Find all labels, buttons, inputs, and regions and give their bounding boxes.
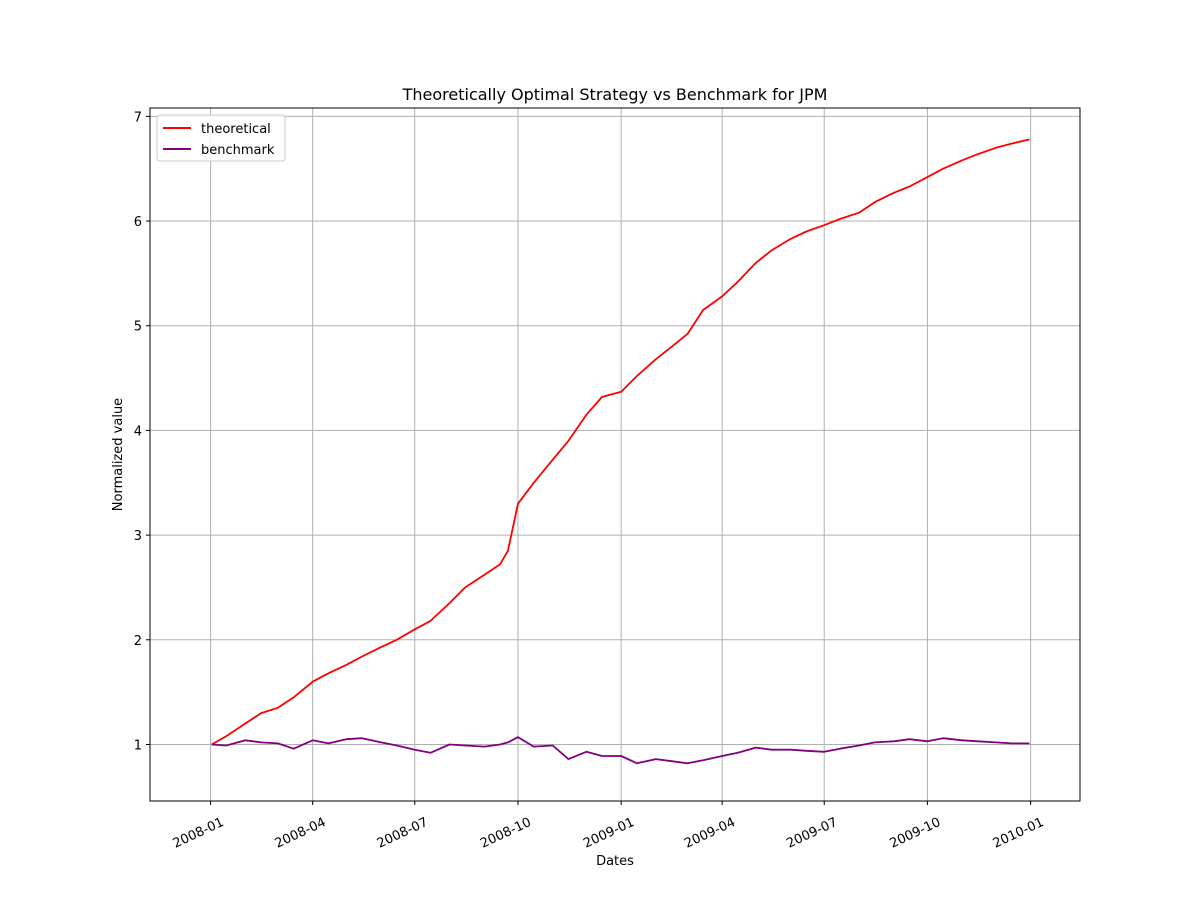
x-tick-label: 2008-10 <box>478 815 534 852</box>
series-line-theoretical <box>211 138 1030 746</box>
x-tick-label: 2009-04 <box>682 815 738 852</box>
x-tick-label: 2010-01 <box>991 815 1047 852</box>
legend-label-theoretical: theoretical <box>201 122 271 137</box>
x-tick-label: 2009-07 <box>784 815 840 852</box>
y-tick-label: 3 <box>134 529 142 544</box>
x-tick-label: 2008-07 <box>375 815 431 852</box>
plot-frame <box>149 107 1081 802</box>
series-line-benchmark <box>211 736 1030 765</box>
y-axis-label: Normalized value <box>111 398 126 511</box>
legend: theoretical benchmark <box>156 114 286 162</box>
y-tick-label: 7 <box>134 110 142 125</box>
y-tick-label: 5 <box>134 320 142 335</box>
x-tick-label: 2009-10 <box>888 815 944 852</box>
y-tick-label: 6 <box>134 215 142 230</box>
y-axis-ticks: 1 2 3 4 5 6 7 <box>134 110 150 753</box>
y-tick-label: 2 <box>134 634 142 649</box>
y-tick-label: 1 <box>134 738 142 753</box>
x-tick-label: 2008-01 <box>171 815 227 852</box>
x-axis-label: Dates <box>596 854 634 869</box>
series-lines <box>211 138 1030 765</box>
x-tick-label: 2009-01 <box>581 815 637 852</box>
x-tick-label: 2008-04 <box>273 815 329 852</box>
legend-label-benchmark: benchmark <box>201 143 275 158</box>
grid-lines <box>150 108 1080 801</box>
y-tick-label: 4 <box>134 424 142 439</box>
chart-title: Theoretically Optimal Strategy vs Benchm… <box>402 85 828 104</box>
x-axis-ticks: 2008-01 2008-04 2008-07 2008-10 2009-01 2009-… <box>171 801 1047 852</box>
